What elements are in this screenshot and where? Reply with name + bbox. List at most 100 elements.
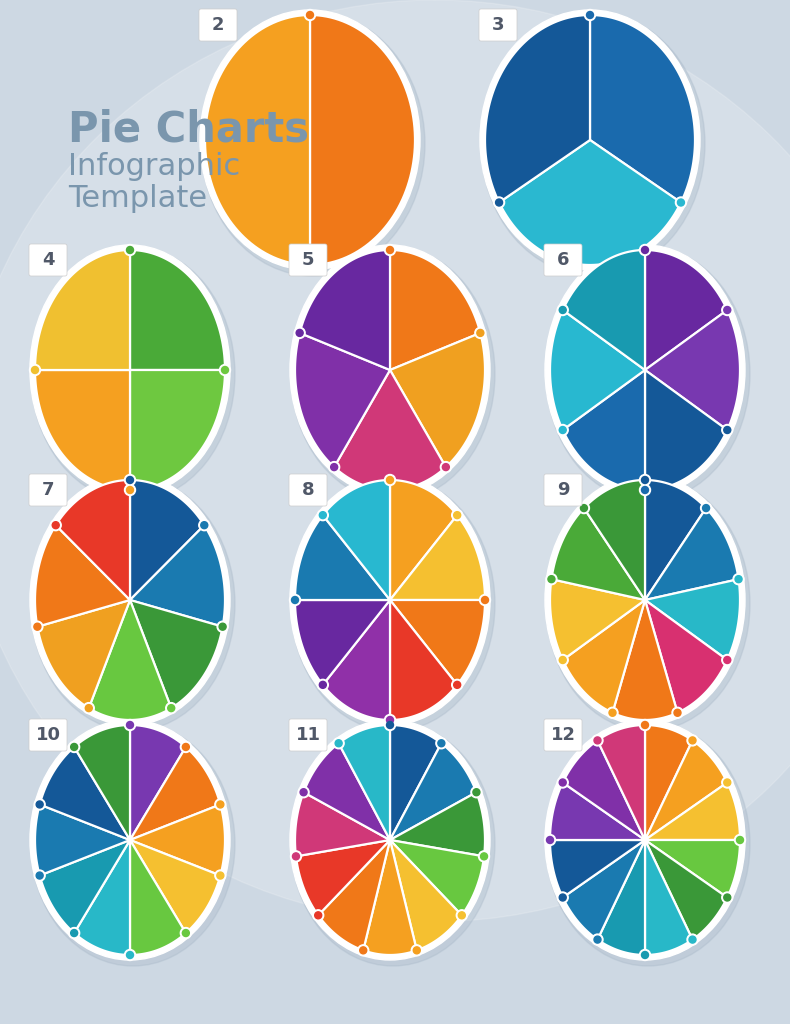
Circle shape [438, 739, 445, 746]
Circle shape [559, 306, 566, 313]
Polygon shape [35, 805, 130, 876]
Ellipse shape [201, 12, 425, 276]
Circle shape [594, 737, 601, 743]
Circle shape [559, 656, 566, 664]
Circle shape [32, 367, 39, 374]
Polygon shape [584, 480, 645, 600]
Polygon shape [56, 480, 130, 600]
Circle shape [722, 304, 733, 315]
Polygon shape [299, 250, 390, 370]
Polygon shape [295, 793, 390, 856]
Circle shape [609, 710, 616, 716]
Ellipse shape [31, 477, 235, 731]
Text: Pie Charts: Pie Charts [68, 108, 309, 150]
Circle shape [586, 11, 593, 18]
Polygon shape [130, 725, 186, 840]
Ellipse shape [0, 0, 790, 922]
Circle shape [687, 735, 698, 745]
Circle shape [674, 710, 681, 716]
Circle shape [557, 304, 568, 315]
Text: 7: 7 [42, 481, 55, 499]
Circle shape [473, 788, 480, 796]
Circle shape [547, 837, 554, 844]
Circle shape [294, 328, 305, 338]
Circle shape [69, 928, 80, 939]
Circle shape [675, 197, 687, 208]
Circle shape [386, 247, 393, 254]
Circle shape [51, 520, 62, 530]
Polygon shape [645, 250, 728, 370]
Ellipse shape [31, 247, 235, 501]
Polygon shape [35, 250, 130, 370]
Circle shape [70, 930, 77, 937]
Polygon shape [590, 15, 695, 203]
Text: 3: 3 [491, 16, 504, 34]
Circle shape [34, 624, 41, 630]
FancyBboxPatch shape [479, 9, 517, 41]
Polygon shape [597, 725, 645, 840]
Polygon shape [130, 840, 220, 933]
Circle shape [477, 330, 483, 337]
Polygon shape [37, 600, 130, 709]
Circle shape [581, 505, 588, 512]
Circle shape [594, 936, 601, 943]
Circle shape [481, 597, 488, 603]
Circle shape [385, 715, 396, 725]
Circle shape [331, 464, 337, 471]
Polygon shape [390, 725, 442, 840]
Polygon shape [40, 840, 130, 933]
Circle shape [304, 9, 315, 20]
Circle shape [722, 892, 733, 903]
Ellipse shape [545, 475, 745, 725]
Polygon shape [390, 840, 484, 915]
Circle shape [733, 573, 744, 585]
Circle shape [52, 521, 59, 528]
Circle shape [291, 851, 302, 862]
Polygon shape [323, 600, 390, 720]
Polygon shape [339, 725, 390, 840]
Circle shape [182, 930, 190, 937]
Circle shape [307, 261, 314, 268]
Circle shape [386, 717, 393, 724]
Circle shape [544, 835, 555, 846]
Ellipse shape [546, 722, 750, 966]
Circle shape [318, 679, 329, 690]
Circle shape [69, 741, 80, 753]
FancyBboxPatch shape [289, 244, 327, 276]
Circle shape [199, 520, 210, 530]
Circle shape [125, 474, 136, 485]
Circle shape [292, 853, 299, 860]
Polygon shape [390, 793, 485, 856]
Circle shape [216, 801, 224, 808]
Circle shape [125, 245, 136, 256]
Polygon shape [645, 480, 706, 600]
FancyBboxPatch shape [544, 244, 582, 276]
Polygon shape [296, 840, 390, 915]
Text: 2: 2 [212, 16, 224, 34]
Circle shape [639, 484, 650, 496]
Ellipse shape [291, 247, 495, 501]
Circle shape [440, 462, 451, 473]
Polygon shape [550, 840, 645, 897]
Text: 8: 8 [302, 481, 314, 499]
Polygon shape [597, 840, 645, 955]
Ellipse shape [546, 247, 750, 501]
FancyBboxPatch shape [29, 719, 67, 751]
Polygon shape [645, 740, 728, 840]
Polygon shape [390, 600, 485, 685]
Circle shape [182, 743, 190, 751]
Circle shape [314, 911, 322, 919]
Circle shape [546, 573, 557, 585]
Circle shape [180, 928, 191, 939]
Circle shape [672, 708, 683, 718]
Polygon shape [550, 580, 645, 660]
Polygon shape [363, 840, 417, 955]
Circle shape [216, 872, 224, 879]
Circle shape [385, 474, 396, 485]
Circle shape [735, 835, 746, 846]
Polygon shape [562, 840, 645, 940]
Circle shape [83, 702, 94, 714]
Circle shape [221, 367, 228, 374]
Circle shape [557, 777, 568, 788]
Circle shape [32, 622, 43, 632]
